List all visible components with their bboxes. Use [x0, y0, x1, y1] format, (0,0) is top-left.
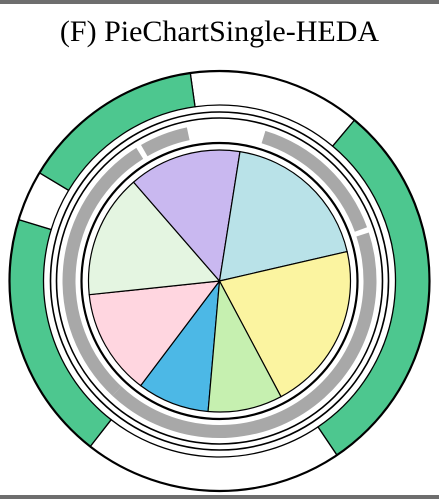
outer-ring: [8, 70, 431, 492]
pie-slices: [87, 149, 352, 413]
pie-ring-outline: [80, 141, 359, 421]
gray-ring: [62, 127, 377, 438]
pie-slice-3: [132, 149, 241, 282]
pie-slice-4: [218, 151, 348, 282]
outer-ring-outline: [8, 69, 431, 493]
gray-ring-segment-1: [141, 127, 190, 157]
pie-slice-6: [207, 280, 282, 413]
gray-ring-segment-0: [62, 147, 144, 396]
pie-slice-1: [88, 280, 221, 387]
middle-ring-outer-outline: [49, 111, 390, 451]
pie-slice-2: [87, 181, 221, 296]
gray-ring-segment-2: [261, 130, 368, 232]
middle-ring-inner-outline: [55, 117, 384, 445]
pie-slice-5: [218, 250, 352, 398]
ring-outlines: [8, 69, 431, 493]
chart-title: (F) PieChartSingle-HEDA: [59, 15, 380, 48]
